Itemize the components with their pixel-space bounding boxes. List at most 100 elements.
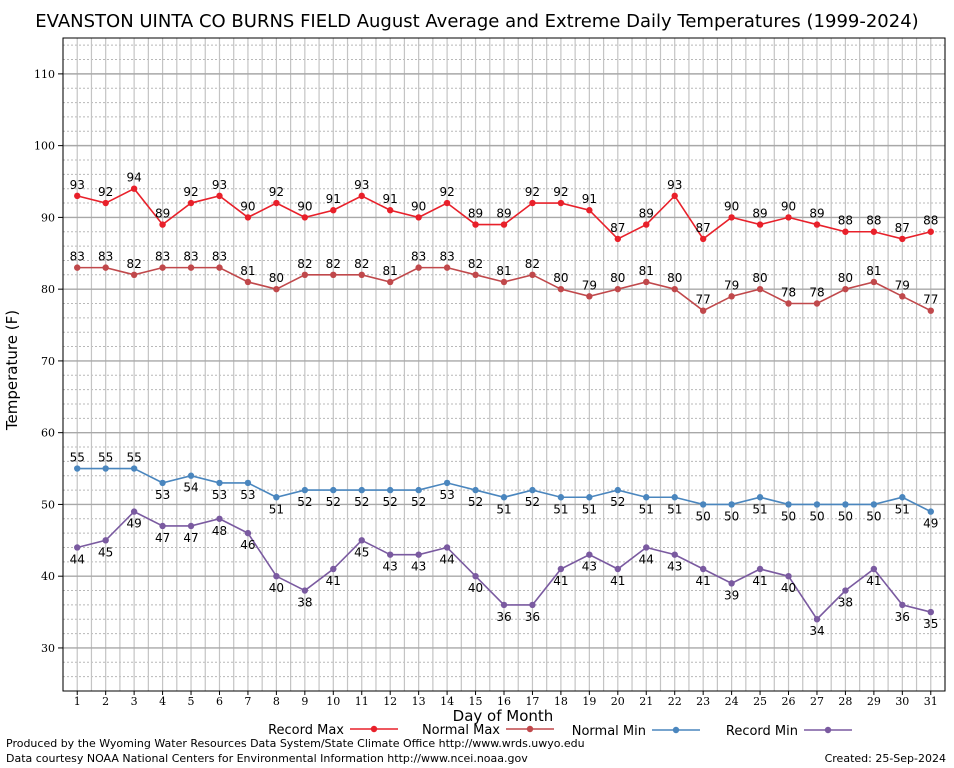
data-label: 90 [781, 199, 796, 213]
data-point [699, 235, 707, 243]
data-label: 82 [468, 257, 483, 271]
data-point [500, 601, 508, 609]
data-point [386, 278, 394, 286]
data-point [216, 192, 223, 200]
data-point [472, 271, 479, 279]
y-tick-label: 40 [41, 570, 55, 583]
data-point [130, 508, 138, 515]
x-tick-label: 31 [924, 695, 938, 708]
legend-marker [526, 725, 534, 733]
data-point [614, 486, 622, 494]
data-point [557, 565, 565, 573]
legend-item: Record Max [268, 723, 398, 738]
data-label: 94 [126, 171, 141, 185]
data-point [159, 479, 166, 487]
data-point [244, 479, 252, 487]
data-label: 34 [809, 624, 824, 638]
x-tick-label: 6 [216, 695, 223, 708]
data-point [785, 300, 792, 307]
data-label: 78 [809, 286, 824, 300]
data-point [899, 601, 906, 609]
data-point [74, 192, 81, 200]
x-tick-label: 8 [273, 695, 280, 708]
x-tick-label: 24 [725, 695, 739, 708]
data-label: 92 [439, 185, 454, 199]
data-point [273, 285, 280, 293]
data-label: 92 [269, 185, 284, 199]
x-tick-label: 18 [554, 695, 568, 708]
data-label: 92 [525, 185, 540, 199]
data-label: 35 [923, 617, 938, 631]
data-point [699, 565, 707, 573]
data-label: 81 [496, 264, 511, 278]
data-label: 55 [126, 451, 141, 465]
data-label: 52 [610, 495, 625, 509]
data-label: 80 [269, 271, 284, 285]
data-point [130, 271, 138, 279]
data-label: 36 [525, 610, 540, 624]
data-label: 91 [326, 192, 341, 206]
data-label: 49 [126, 517, 141, 531]
data-label: 80 [667, 271, 682, 285]
data-label: 55 [70, 451, 85, 465]
data-label: 50 [724, 509, 739, 523]
data-point [415, 214, 422, 221]
data-point [927, 608, 934, 616]
x-tick-label: 25 [753, 695, 767, 708]
data-point [130, 465, 138, 472]
data-point [870, 278, 878, 286]
data-point [74, 544, 81, 551]
data-point [927, 307, 934, 314]
data-label: 36 [895, 610, 910, 624]
data-point [187, 522, 195, 530]
x-tick-label: 9 [301, 695, 308, 708]
data-point [671, 494, 678, 501]
grid [62, 38, 946, 692]
data-label: 89 [155, 207, 170, 221]
data-point [415, 551, 422, 558]
data-label: 51 [752, 502, 767, 516]
x-tick-label: 21 [639, 695, 653, 708]
data-point [386, 207, 394, 214]
data-label: 77 [696, 293, 711, 307]
data-point [842, 501, 849, 508]
data-point [756, 565, 764, 573]
data-point [785, 501, 792, 508]
data-label: 44 [70, 552, 85, 566]
data-label: 87 [696, 221, 711, 235]
data-label: 79 [724, 278, 739, 292]
x-tick-label: 30 [895, 695, 909, 708]
y-tick-label: 90 [41, 211, 55, 224]
data-point [102, 264, 109, 271]
legend-marker [370, 725, 378, 733]
data-label: 80 [838, 271, 853, 285]
data-point [529, 486, 536, 494]
data-label: 82 [354, 257, 369, 271]
data-label: 82 [126, 257, 141, 271]
data-label: 90 [240, 199, 255, 213]
data-point [443, 479, 451, 487]
data-label: 50 [781, 509, 796, 523]
series-record-min: 44 45 49 47 47 48 46 40 38 41 45 43 43 44 40 36 36 41 43 41… [70, 508, 938, 638]
x-tick-label: 16 [497, 695, 511, 708]
data-label: 78 [781, 286, 796, 300]
data-point [586, 293, 593, 300]
data-label: 88 [923, 214, 938, 228]
data-point [586, 207, 593, 214]
data-label: 89 [639, 207, 654, 221]
data-label: 49 [923, 517, 938, 531]
data-point [870, 228, 878, 235]
data-label: 80 [553, 271, 568, 285]
data-label: 93 [212, 178, 227, 192]
data-point [728, 293, 735, 300]
x-tick-label: 23 [696, 695, 710, 708]
data-point [643, 221, 650, 228]
data-point [927, 228, 934, 235]
data-point [643, 544, 650, 551]
data-label: 52 [525, 495, 540, 509]
data-point [756, 221, 764, 228]
data-label: 51 [667, 502, 682, 516]
data-point [614, 285, 622, 293]
data-label: 79 [582, 278, 597, 292]
data-point [273, 199, 280, 207]
